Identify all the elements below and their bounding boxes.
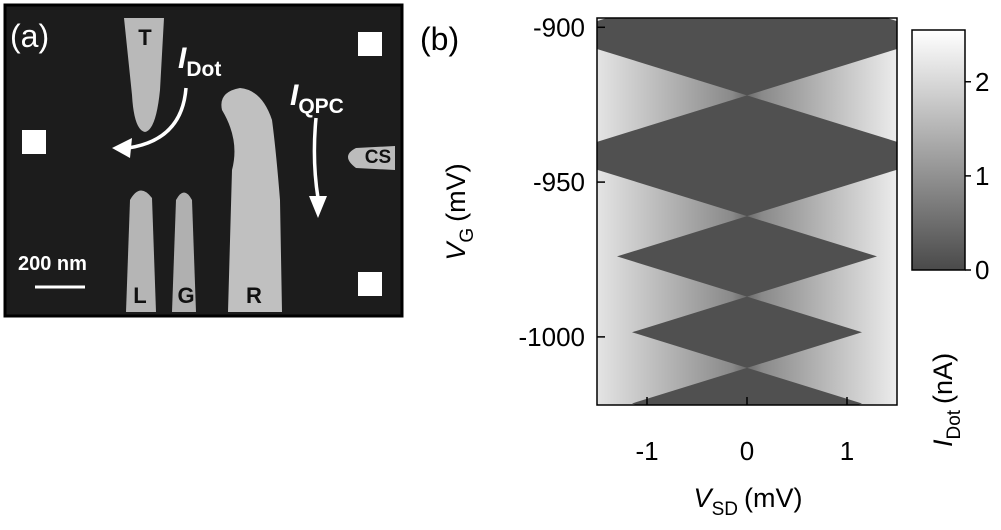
- gate-r: [221, 88, 282, 312]
- symbol: I: [178, 42, 187, 75]
- gate-l: [126, 190, 156, 312]
- heatmap: [597, 18, 897, 405]
- x-tick-label: 0: [740, 436, 754, 466]
- gate-label: G: [177, 283, 194, 308]
- gate-cs: [348, 146, 395, 170]
- symbol: I: [290, 79, 299, 112]
- symbol: V: [694, 483, 715, 513]
- coulomb-diamond: [632, 367, 862, 405]
- gate-t: [124, 18, 164, 132]
- subscript: SD: [712, 499, 738, 520]
- x-axis-label: VSD (mV): [694, 483, 803, 520]
- sem-frame: [3, 3, 404, 318]
- coulomb-diamond: [597, 18, 897, 96]
- subscript: Dot: [944, 409, 965, 439]
- arrow-head: [112, 138, 132, 158]
- colorbar-label: IDot (nA): [928, 353, 965, 447]
- current-label: IQPC: [290, 79, 344, 118]
- subscript: QPC: [298, 95, 344, 118]
- symbol: V: [441, 240, 471, 261]
- gate-label: T: [138, 25, 152, 50]
- y-tick-label: -900: [533, 12, 585, 42]
- symbol: I: [928, 439, 958, 447]
- panel-label: (a): [10, 18, 49, 54]
- contact: [358, 32, 382, 56]
- contact: [22, 130, 46, 154]
- y-axis-label: VG (mV): [441, 163, 478, 260]
- subscript: G: [457, 228, 478, 243]
- subscript: Dot: [186, 58, 221, 81]
- coulomb-diamond: [632, 296, 862, 368]
- sem-image: (a) T L G R CS 200 nm IDot IQPC: [3, 3, 404, 318]
- current-label: IDot: [178, 42, 221, 81]
- x-tick-label: 1: [840, 436, 854, 466]
- y-tick-label: -1000: [519, 322, 586, 352]
- colorbar-tick-label: 1: [975, 161, 989, 191]
- colorbar: [911, 29, 966, 271]
- coulomb-diamond: [597, 95, 897, 217]
- unit: (nA): [928, 353, 958, 404]
- coulomb-diamond: [617, 216, 877, 297]
- colorbar-tick-label: 2: [975, 67, 989, 97]
- gate-g: [172, 192, 196, 312]
- contact: [358, 272, 382, 296]
- gate-label: R: [246, 283, 262, 308]
- gate-label: L: [133, 283, 146, 308]
- arrow: [312, 117, 320, 199]
- colorbar-tick-label: 0: [975, 255, 989, 285]
- unit: (mV): [744, 483, 802, 513]
- unit: (mV): [441, 163, 471, 221]
- scale-label: 200 nm: [18, 253, 87, 275]
- x-tick-label: -1: [635, 436, 658, 466]
- panel-label: (b): [420, 21, 459, 57]
- arrow-head: [309, 196, 327, 218]
- y-tick-label: -950: [533, 167, 585, 197]
- gate-label: CS: [365, 147, 391, 168]
- arrow: [127, 87, 188, 150]
